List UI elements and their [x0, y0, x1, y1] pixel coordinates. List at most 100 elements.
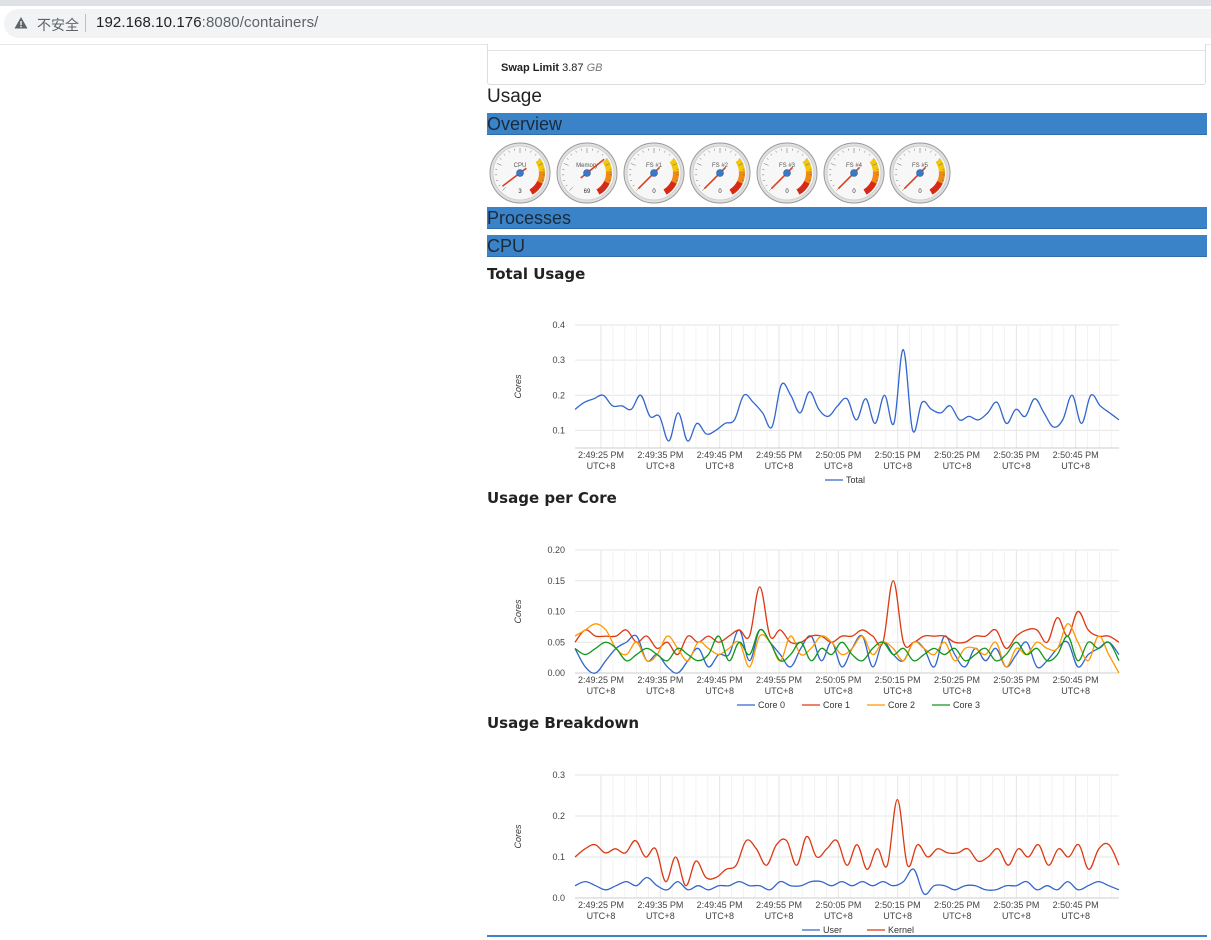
x-tick-label: UTC+8	[943, 911, 972, 921]
x-tick-label: 2:50:45 PM	[1053, 675, 1099, 685]
legend-label: Core 0	[758, 700, 785, 710]
x-tick-label: 2:49:25 PM	[578, 675, 624, 685]
x-tick-label: UTC+8	[587, 461, 616, 471]
gauge-hub	[517, 170, 524, 177]
legend-label: Core 2	[888, 700, 915, 710]
legend-label: Total	[846, 475, 865, 485]
x-tick-label: UTC+8	[883, 911, 912, 921]
warning-icon[interactable]	[14, 16, 28, 30]
y-tick-label: 0.20	[547, 545, 565, 555]
x-tick-label: 2:50:45 PM	[1053, 900, 1099, 910]
insecure-label[interactable]: 不安全	[37, 15, 79, 35]
x-tick-label: UTC+8	[1002, 911, 1031, 921]
cpu-section-bar[interactable]: CPU	[487, 235, 1207, 257]
overview-heading: Overview	[487, 113, 562, 135]
x-tick-label: 2:50:15 PM	[875, 450, 921, 460]
processes-heading: Processes	[487, 207, 571, 229]
overview-section-bar[interactable]: Overview	[487, 113, 1207, 135]
tab-strip	[0, 0, 1211, 6]
legend-label: User	[823, 925, 842, 935]
gauge-hub	[917, 170, 924, 177]
y-tick-label: 0.2	[552, 811, 565, 821]
x-tick-label: 2:49:45 PM	[697, 900, 743, 910]
legend-label: Core 1	[823, 700, 850, 710]
usage-heading: Usage	[487, 86, 542, 108]
address-separator	[85, 14, 86, 32]
x-tick-label: 2:49:35 PM	[637, 675, 683, 685]
swap-limit-label: Swap Limit	[501, 62, 559, 74]
x-tick-label: UTC+8	[587, 686, 616, 696]
x-tick-label: 2:50:35 PM	[993, 900, 1039, 910]
x-tick-label: UTC+8	[883, 461, 912, 471]
y-tick-label: 0.1	[552, 425, 565, 435]
gauge-hub	[784, 170, 791, 177]
cpu-heading: CPU	[487, 235, 525, 257]
x-tick-label: 2:49:35 PM	[637, 450, 683, 460]
x-tick-label: 2:49:25 PM	[578, 450, 624, 460]
x-tick-label: 2:50:05 PM	[815, 450, 861, 460]
series-line-core-3	[575, 630, 1119, 662]
gauge-fs2: FS #20	[689, 142, 751, 204]
limits-panel: Swap Limit 3.87 GB	[487, 44, 1206, 85]
url-path: :8080/containers/	[202, 14, 319, 31]
x-tick-label: 2:50:05 PM	[815, 900, 861, 910]
x-tick-label: 2:50:05 PM	[815, 675, 861, 685]
x-tick-label: UTC+8	[1061, 686, 1090, 696]
x-tick-label: 2:49:25 PM	[578, 900, 624, 910]
gauge-hub	[651, 170, 658, 177]
gauge-hub	[851, 170, 858, 177]
next-section-bar	[487, 935, 1207, 937]
x-tick-label: 2:50:25 PM	[934, 675, 980, 685]
gauge-label: FS #1	[646, 163, 663, 169]
x-tick-label: 2:50:45 PM	[1053, 450, 1099, 460]
gauge-value: 69	[584, 189, 591, 195]
y-axis-title: Cores	[513, 599, 523, 624]
x-tick-label: UTC+8	[765, 686, 794, 696]
url-text[interactable]: 192.168.10.176:8080/containers/	[96, 14, 318, 31]
x-tick-label: 2:49:45 PM	[697, 450, 743, 460]
y-axis-title: Cores	[513, 824, 523, 849]
x-tick-label: UTC+8	[646, 461, 675, 471]
x-tick-label: UTC+8	[883, 686, 912, 696]
x-tick-label: UTC+8	[587, 911, 616, 921]
gauge-hub	[584, 170, 591, 177]
processes-section-bar[interactable]: Processes	[487, 207, 1207, 229]
x-tick-label: UTC+8	[705, 686, 734, 696]
swap-limit-value: 3.87	[562, 62, 583, 74]
y-tick-label: 0.3	[552, 355, 565, 365]
x-tick-label: 2:50:15 PM	[875, 675, 921, 685]
y-axis-title: Cores	[513, 374, 523, 399]
gauge-fs1: FS #10	[623, 142, 685, 204]
x-tick-label: UTC+8	[824, 461, 853, 471]
y-tick-label: 0.2	[552, 390, 565, 400]
x-tick-label: 2:50:35 PM	[993, 450, 1039, 460]
y-tick-label: 0.3	[552, 770, 565, 780]
url-host: 192.168.10.176	[96, 14, 202, 31]
browser-toolbar: 不安全 192.168.10.176:8080/containers/	[0, 0, 1211, 45]
y-tick-label: 0.00	[547, 668, 565, 678]
x-tick-label: UTC+8	[943, 461, 972, 471]
legend-label: Kernel	[888, 925, 914, 935]
swap-limit-unit: GB	[587, 62, 603, 74]
x-tick-label: UTC+8	[1061, 911, 1090, 921]
gauge-label: FS #4	[846, 163, 863, 169]
x-tick-label: UTC+8	[765, 911, 794, 921]
usage-per-core-chart: 0.200.150.100.050.002:49:25 PMUTC+82:49:…	[487, 525, 1207, 715]
series-line-user	[575, 869, 1119, 894]
y-tick-label: 0.0	[552, 893, 565, 903]
gauge-hub	[717, 170, 724, 177]
x-tick-label: UTC+8	[765, 461, 794, 471]
x-tick-label: 2:49:55 PM	[756, 900, 802, 910]
gauge-fs3: FS #30	[756, 142, 818, 204]
x-tick-label: 2:49:35 PM	[637, 900, 683, 910]
panel-divider	[488, 50, 1205, 51]
y-tick-label: 0.10	[547, 607, 565, 617]
x-tick-label: UTC+8	[824, 686, 853, 696]
x-tick-label: UTC+8	[1061, 461, 1090, 471]
gauge-label: CPU	[514, 163, 527, 169]
x-tick-label: 2:50:25 PM	[934, 450, 980, 460]
